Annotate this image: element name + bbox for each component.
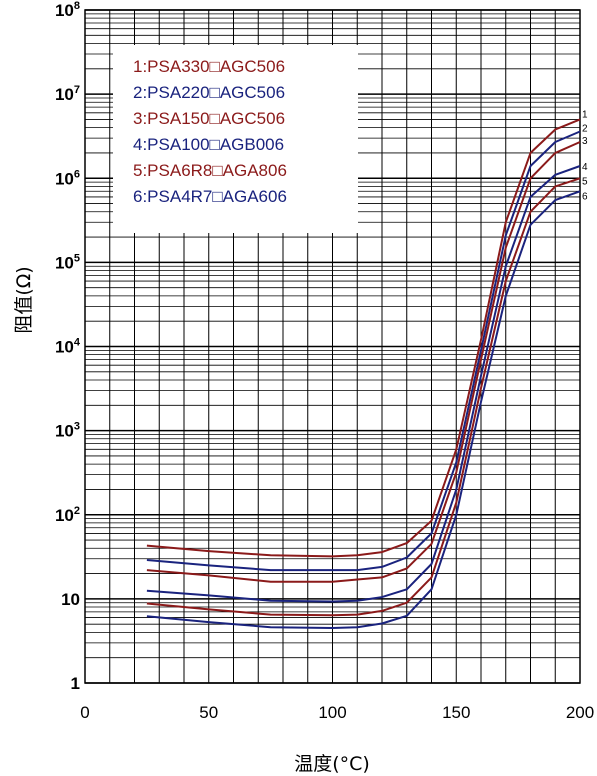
- series-end-label: 4: [582, 162, 588, 173]
- y-tick-label: 106: [55, 168, 80, 188]
- x-tick-label: 50: [199, 703, 218, 722]
- y-tick-label: 104: [55, 337, 81, 357]
- x-tick-label: 0: [80, 703, 89, 722]
- legend: 1:PSA330□AGC506 2:PSA220□AGC506 3:PSA150□A…: [113, 45, 358, 233]
- series-line-6: [146, 190, 581, 629]
- legend-entry: 2:PSA220□AGC506: [133, 83, 285, 102]
- x-tick-label: 150: [442, 703, 470, 722]
- legend-entry: 4:PSA100□AGB006: [133, 135, 284, 154]
- series-line-4: [146, 165, 581, 603]
- plot-frame: [84, 9, 581, 684]
- x-tick-label: 200: [566, 703, 594, 722]
- series-end-label: 2: [582, 123, 588, 134]
- series-end-label: 3: [582, 136, 588, 147]
- series-end-label: 1: [582, 109, 588, 120]
- series-line-5: [146, 177, 581, 617]
- series-line-3: [146, 141, 581, 583]
- legend-entry: 1:PSA330□AGC506: [133, 57, 285, 76]
- series-line-1: [146, 118, 581, 558]
- y-tick-label: 1: [71, 674, 80, 693]
- legend-entry: 5:PSA6R8□AGA806: [133, 161, 287, 180]
- series-end-label: 5: [582, 176, 588, 187]
- y-tick-label: 107: [55, 84, 80, 104]
- y-tick-label: 103: [55, 421, 80, 441]
- y-axis-label: 阻值(Ω): [13, 266, 35, 333]
- y-tick-label: 105: [55, 252, 80, 272]
- y-tick-label: 10: [61, 590, 80, 609]
- series-end-label: 6: [582, 191, 588, 202]
- legend-entry: 6:PSA4R7□AGA606: [133, 187, 287, 206]
- y-tick-label: 102: [55, 505, 80, 525]
- tick-labels: 0 50 100 150 200 1 10 102 103 104 105 106 107 108: [55, 0, 594, 722]
- plot-lines: 1 2 3 4 5 6: [146, 109, 588, 629]
- y-tick-label: 108: [55, 0, 80, 20]
- legend-entry: 3:PSA150□AGC506: [133, 109, 285, 128]
- x-tick-label: 100: [318, 703, 346, 722]
- x-axis-label: 温度(°C): [294, 753, 370, 775]
- legend-box: [113, 45, 358, 233]
- series-line-2: [146, 130, 581, 572]
